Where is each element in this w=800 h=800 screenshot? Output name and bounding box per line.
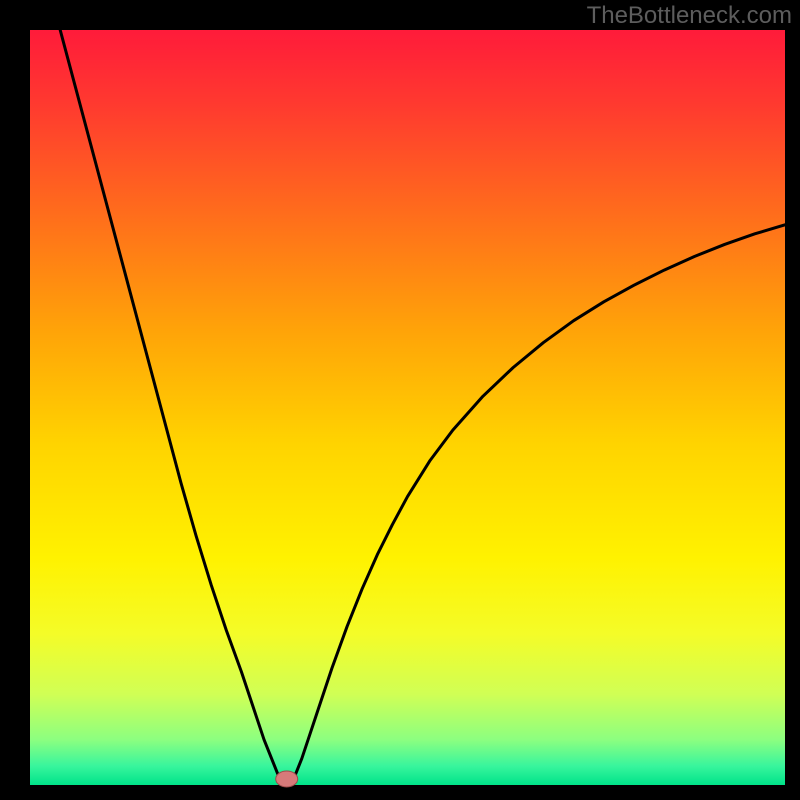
chart-container: TheBottleneck.com [0, 0, 800, 800]
optimal-marker [276, 771, 298, 787]
bottleneck-chart [0, 0, 800, 800]
attribution-label: TheBottleneck.com [587, 2, 792, 30]
plot-area [30, 30, 785, 785]
